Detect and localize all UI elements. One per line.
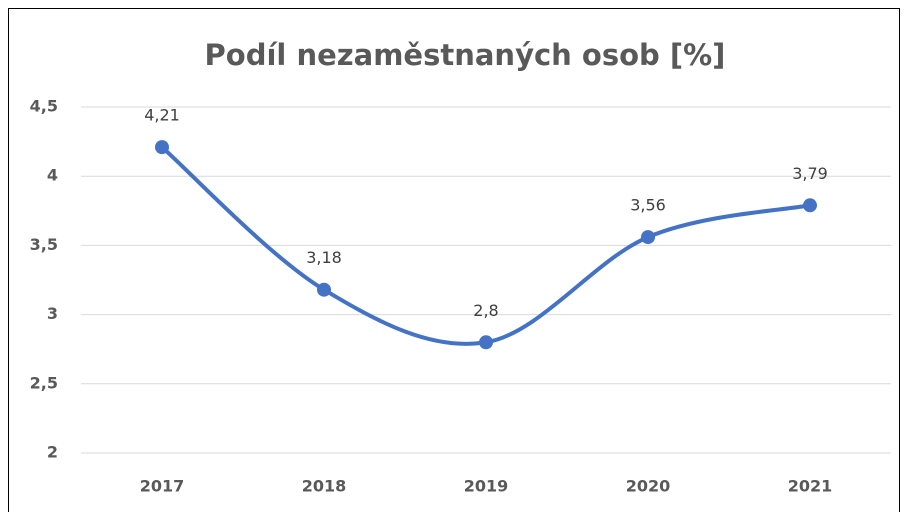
marker — [317, 282, 331, 297]
marker — [803, 198, 817, 213]
x-tick-label: 2020 — [626, 477, 671, 496]
y-tick-label: 2 — [47, 443, 58, 462]
marker — [155, 140, 169, 155]
marker — [479, 335, 493, 350]
data-label: 3,79 — [792, 164, 828, 183]
y-tick-label: 3 — [47, 304, 58, 323]
x-tick-label: 2021 — [788, 477, 833, 496]
x-tick-label: 2018 — [302, 477, 347, 496]
y-tick-label: 3,5 — [30, 235, 58, 254]
y-tick-label: 2,5 — [30, 373, 58, 392]
data-label: 3,18 — [306, 248, 342, 267]
y-tick-label: 4 — [47, 166, 58, 185]
marker — [641, 230, 655, 245]
data-label: 3,56 — [630, 196, 666, 215]
chart-border — [8, 8, 900, 512]
x-tick-label: 2019 — [464, 477, 509, 496]
data-label: 4,21 — [144, 106, 180, 125]
chart-title: Podíl nezaměstnaných osob [%] — [205, 38, 726, 72]
y-tick-label: 4,5 — [30, 97, 58, 116]
data-label: 2,8 — [473, 301, 498, 320]
x-tick-label: 2017 — [140, 477, 185, 496]
